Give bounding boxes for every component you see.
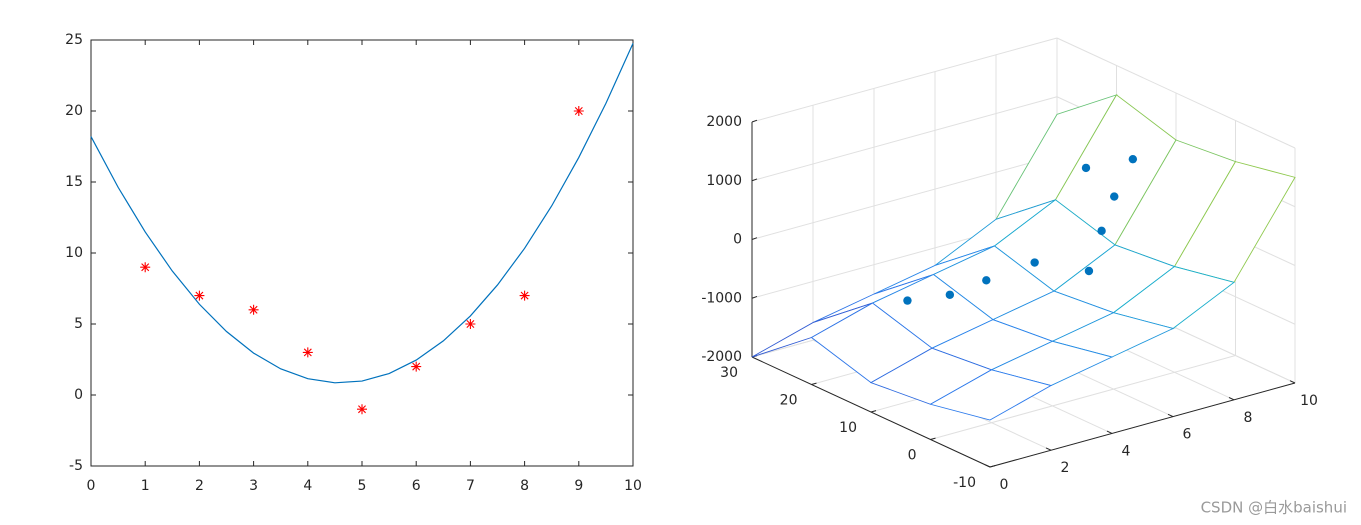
x-tick-label: 9: [574, 478, 583, 494]
data-point: [140, 262, 151, 273]
z-tick-label: 2000: [706, 114, 742, 130]
x-tick-label: 4: [1122, 443, 1131, 459]
fit-curve: [90, 43, 634, 384]
grid-line: [751, 155, 1058, 240]
y-tick: [930, 437, 936, 440]
data-point: [945, 290, 955, 299]
data-point: [982, 276, 991, 285]
y-tick-label: 15: [65, 174, 83, 190]
grid-line: [751, 37, 1058, 123]
y-tick-label: -5: [69, 458, 83, 474]
data-point: [248, 304, 259, 315]
x-tick-label: 7: [466, 478, 475, 494]
grid-line: [751, 96, 1058, 182]
mesh-cell: [929, 369, 1053, 421]
grid-line: [930, 355, 1236, 440]
y-tick-label: 10: [839, 420, 857, 436]
x-tick: [1106, 430, 1113, 434]
data-point: [1030, 258, 1039, 267]
x-tick-label: 1: [141, 478, 150, 494]
y-tick-label: 0: [74, 387, 83, 403]
x-tick-label: 8: [520, 478, 529, 494]
x-tick: [1167, 413, 1174, 418]
y-tick-label: 20: [780, 393, 798, 409]
data-point: [465, 319, 476, 329]
y-tick: [870, 410, 877, 413]
z-tick: [751, 295, 758, 299]
y-tick-label: 0: [908, 448, 917, 464]
x-tick-label: 3: [249, 478, 258, 494]
x-tick: [984, 464, 991, 468]
data-point: [1128, 154, 1138, 164]
data-point: [194, 290, 205, 301]
x-tick-label: 10: [1300, 393, 1318, 409]
z-tick-label: 0: [733, 232, 742, 248]
y-tick-label: 20: [65, 103, 83, 119]
data-point: [1097, 226, 1106, 236]
x-tick-label: 2: [1061, 460, 1070, 476]
data-point: [903, 296, 912, 305]
z-tick-label: 1000: [706, 173, 742, 189]
z-tick-label: -1000: [701, 290, 742, 306]
y-tick-label: 10: [65, 245, 83, 261]
x-tick-label: 6: [1183, 427, 1192, 443]
z-tick: [751, 178, 758, 182]
x-tick-label: 0: [87, 478, 96, 494]
data-point: [519, 290, 530, 301]
y-tick-label: 25: [65, 32, 83, 48]
z-tick: [751, 119, 758, 123]
x-axis: [989, 382, 1296, 468]
y-tick-label: 5: [74, 316, 83, 332]
x-tick-label: 6: [412, 478, 421, 494]
data-point: [302, 347, 313, 358]
data-point: [357, 404, 367, 415]
data-point: [1110, 192, 1119, 201]
x-tick: [1045, 447, 1052, 451]
y-tick-label: 30: [720, 365, 738, 381]
data-point: [1084, 266, 1094, 276]
x-tick: [1228, 397, 1235, 401]
x-tick-label: 2: [195, 478, 204, 494]
z-tick-label: -2000: [701, 349, 742, 365]
x-tick-label: 5: [358, 478, 367, 494]
x-tick: [1289, 380, 1296, 384]
data-point: [411, 361, 422, 372]
data-point: [1081, 163, 1091, 173]
x-tick-label: 4: [303, 478, 312, 494]
z-tick: [751, 237, 758, 240]
x-tick-label: 8: [1244, 410, 1253, 426]
y-tick: [811, 382, 817, 385]
x-tick-label: 0: [1000, 477, 1009, 493]
axes-box: [90, 39, 634, 467]
grid-line: [1056, 37, 1296, 149]
y-tick: [989, 465, 996, 468]
y-tick-label: -10: [953, 475, 976, 491]
watermark: CSDN @白水baishui: [1201, 499, 1347, 517]
data-point: [573, 106, 584, 116]
x-tick-label: 10: [624, 478, 642, 494]
